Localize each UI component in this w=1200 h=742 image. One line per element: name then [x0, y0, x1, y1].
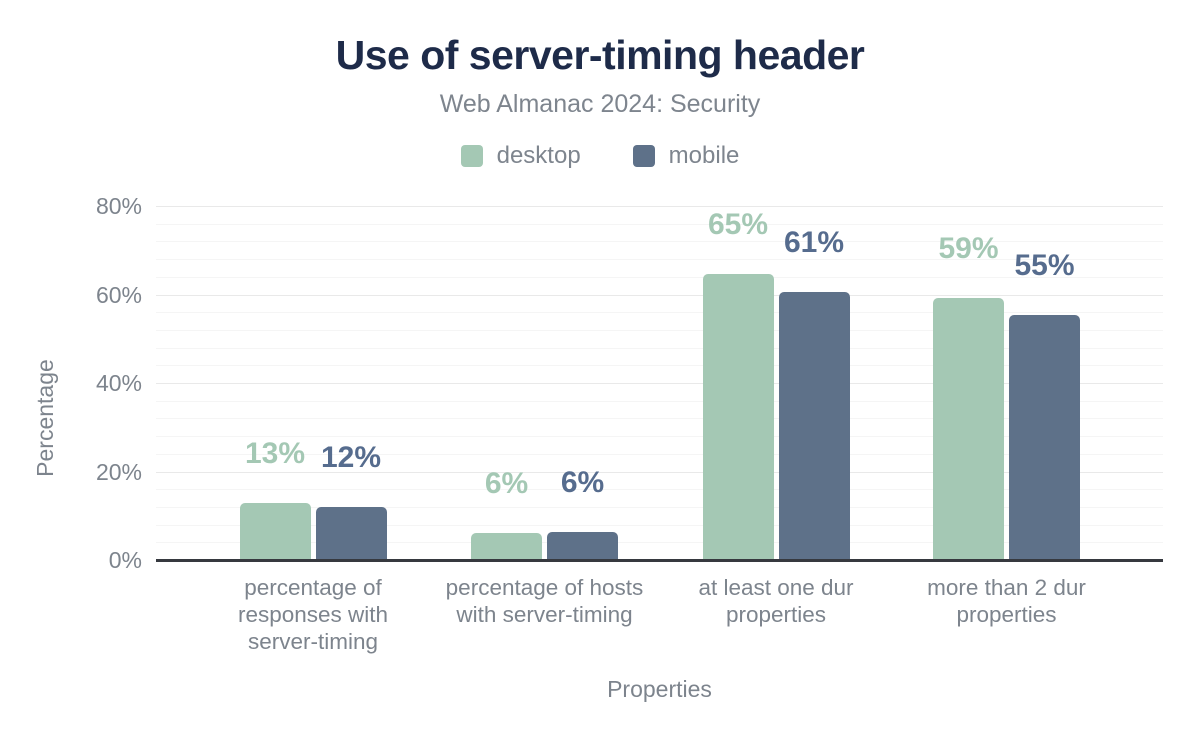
- bar-desktop-1: [471, 533, 542, 560]
- gridline-minor: [156, 365, 1163, 367]
- legend-label-mobile: mobile: [668, 142, 740, 169]
- x-category-label-line: more than 2 dur: [927, 575, 1086, 600]
- x-category-label-line: percentage of hosts: [445, 575, 644, 600]
- bar-mobile-0: [315, 507, 387, 560]
- bar-desktop-2: [702, 274, 774, 560]
- y-tick-40: 40%: [95, 370, 142, 396]
- bar-value-label-desktop-2: 65%: [707, 208, 769, 242]
- x-category-label-line: server-timing: [247, 629, 379, 654]
- gridline-minor: [156, 400, 1163, 402]
- x-category-label-line: responses with: [237, 602, 389, 627]
- y-axis-title: Percentage: [32, 359, 58, 477]
- gridline-minor: [156, 489, 1163, 491]
- bar-desktop-3: [933, 298, 1004, 560]
- x-category-label-line: percentage of: [244, 575, 382, 600]
- gridline-minor: [156, 329, 1163, 331]
- gridline-major: [156, 294, 1163, 296]
- y-tick-20: 20%: [95, 458, 142, 485]
- legend-label-desktop: desktop: [496, 142, 581, 169]
- x-category-label-0: percentage of responses with server-timing: [183, 574, 443, 655]
- bar-mobile-1: [547, 532, 618, 560]
- y-tick-60: 60%: [95, 281, 142, 308]
- gridline-minor: [156, 453, 1163, 455]
- bar-desktop-0: [239, 503, 311, 560]
- bar-value-label-desktop-3: 59%: [938, 232, 999, 266]
- chart-subtitle: Web Almanac 2024: Security: [439, 90, 761, 118]
- legend-item-mobile: mobile: [632, 142, 740, 170]
- x-axis-line: [156, 559, 1163, 562]
- gridline-minor: [156, 436, 1163, 438]
- gridline-minor: [156, 347, 1163, 349]
- bar-value-label-desktop-0: 13%: [244, 437, 306, 471]
- bar-mobile-3: [1009, 314, 1080, 560]
- x-category-label-3: more than 2 dur properties: [877, 574, 1137, 628]
- bar-value-label-mobile-0: 12%: [320, 441, 382, 475]
- gridline-minor: [156, 241, 1163, 243]
- legend-swatch-mobile: [632, 145, 655, 167]
- chart-legend: desktop mobile: [0, 142, 1200, 170]
- gridline-minor: [156, 542, 1163, 544]
- gridline-major: [156, 471, 1163, 473]
- x-category-label-line: properties: [725, 602, 827, 627]
- gridline-minor: [156, 506, 1163, 508]
- gridline-minor: [156, 418, 1163, 420]
- bar-value-label-mobile-1: 6%: [560, 466, 605, 500]
- bar-value-label-mobile-3: 55%: [1014, 248, 1075, 282]
- gridline-minor: [156, 259, 1163, 261]
- gridline-minor: [156, 276, 1163, 278]
- bar-mobile-2: [778, 292, 850, 560]
- gridline-minor: [156, 524, 1163, 526]
- gridline-minor: [156, 223, 1163, 225]
- x-category-label-2: at least one dur properties: [646, 574, 906, 628]
- legend-item-desktop: desktop: [460, 142, 581, 170]
- y-tick-80: 80%: [95, 193, 142, 219]
- bar-value-label-desktop-1: 6%: [484, 467, 529, 501]
- gridline-major: [156, 206, 1163, 207]
- y-tick-0: 0%: [108, 547, 142, 573]
- gridline-major: [156, 383, 1163, 384]
- plot-area: 13% 12% 6% 6% 65% 61% 59% 55%: [156, 200, 1163, 560]
- bar-value-label-mobile-2: 61%: [783, 226, 845, 260]
- x-category-label-1: percentage of hosts with server-timing: [415, 574, 675, 628]
- x-axis-title: Properties: [607, 676, 712, 702]
- gridline-minor: [156, 312, 1163, 314]
- chart-title: Use of server-timing header: [335, 32, 865, 78]
- x-category-label-line: properties: [956, 602, 1057, 627]
- x-category-label-line: with server-timing: [456, 602, 633, 627]
- x-category-label-line: at least one dur: [698, 575, 854, 600]
- legend-swatch-desktop: [460, 145, 483, 167]
